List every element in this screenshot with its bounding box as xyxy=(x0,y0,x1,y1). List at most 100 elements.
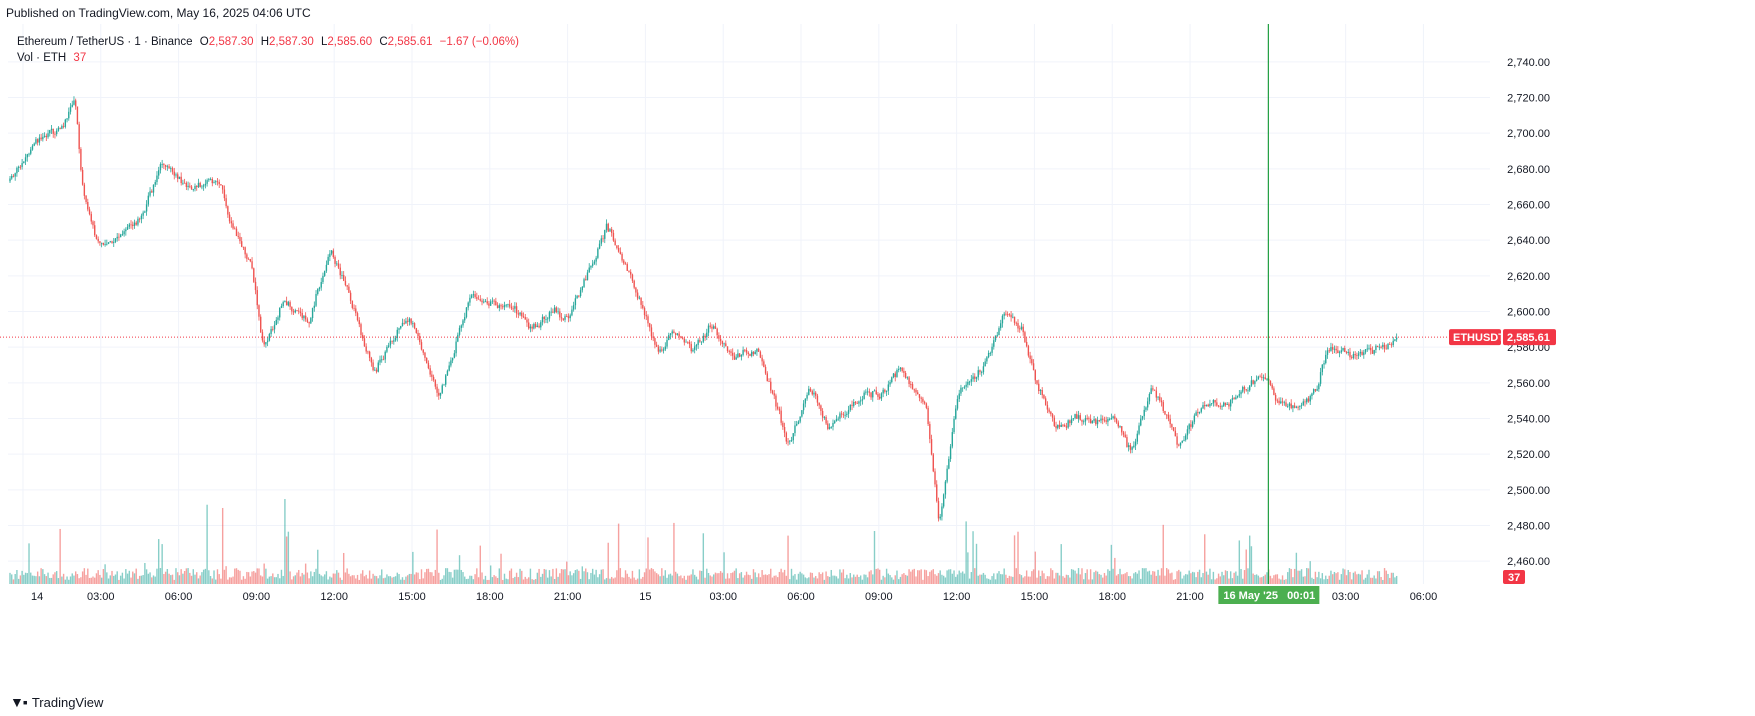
candle-body xyxy=(265,342,267,345)
volume-bar xyxy=(1368,569,1370,584)
volume-bar xyxy=(386,574,388,584)
volume-bar xyxy=(820,574,822,584)
volume-bar xyxy=(818,572,820,584)
candle-body xyxy=(865,391,867,393)
volume-bar xyxy=(949,569,952,584)
volume-bar xyxy=(325,571,328,584)
volume-bar xyxy=(510,568,513,584)
candle-body xyxy=(128,224,131,227)
volume-bar xyxy=(768,574,770,584)
candle-body xyxy=(9,178,11,182)
volume-bar xyxy=(543,568,545,584)
volume-bar xyxy=(590,572,592,584)
volume-bar xyxy=(1297,570,1299,584)
chart-area[interactable]: 2,740.00 2,720.00 2,700.00 2,680.00 2,660.00… xyxy=(0,24,1755,694)
volume-bar xyxy=(939,570,941,584)
candle-body xyxy=(36,139,39,143)
volume-bar xyxy=(185,568,188,584)
candle-body xyxy=(942,494,945,507)
candle-body xyxy=(1110,417,1113,420)
candle-body xyxy=(470,295,473,298)
volume-bar xyxy=(294,575,296,584)
volume-bar xyxy=(368,570,371,584)
candle-body xyxy=(386,346,388,352)
price-chart[interactable]: 2,740.002,720.002,700.002,680.002,660.00… xyxy=(0,24,1755,694)
candle-body xyxy=(1169,418,1171,425)
candle-body xyxy=(602,238,604,240)
volume-bar xyxy=(164,571,167,584)
volume-bar xyxy=(258,568,260,584)
candle-body xyxy=(735,357,737,360)
candle-body xyxy=(481,300,483,303)
volume-bar xyxy=(1008,575,1011,584)
volume-bar xyxy=(360,573,362,584)
volume-bar xyxy=(374,575,376,584)
candle-body xyxy=(1038,383,1040,391)
volume-bar xyxy=(827,576,829,584)
candle-body xyxy=(922,398,924,402)
candle-body xyxy=(1160,400,1163,403)
candle-body xyxy=(1081,419,1083,422)
volume-bar xyxy=(177,572,179,584)
price-axis[interactable]: 2,740.002,720.002,700.002,680.002,660.00… xyxy=(1507,57,1550,568)
candle-body xyxy=(1155,390,1158,398)
candle-body xyxy=(1257,376,1260,380)
candle-body xyxy=(737,353,739,358)
volume-bar xyxy=(161,544,163,584)
volume-bar xyxy=(1285,579,1287,584)
volume-bar xyxy=(218,574,220,584)
candle-body xyxy=(891,377,893,383)
candle-body xyxy=(138,218,141,220)
volume-bar xyxy=(1041,570,1043,584)
candle-body xyxy=(374,369,376,371)
candle-body xyxy=(1248,385,1251,391)
volume-bar xyxy=(1200,577,1202,584)
candle-body xyxy=(906,377,909,379)
volume-bar xyxy=(99,574,101,584)
candle-body xyxy=(1012,316,1014,318)
candle-body xyxy=(1103,419,1106,421)
volume-bar xyxy=(941,574,943,584)
candle-body xyxy=(571,309,573,316)
candle-body xyxy=(745,350,748,353)
volume-bar xyxy=(808,577,810,584)
volume-bar xyxy=(929,571,931,584)
candle-body xyxy=(1214,400,1216,403)
candle-body xyxy=(1171,424,1173,428)
volume-label[interactable]: Vol · ETH xyxy=(17,52,67,64)
candle-body xyxy=(846,413,848,415)
candle-body xyxy=(57,127,60,131)
volume-bar xyxy=(1159,575,1161,584)
candle-body xyxy=(126,226,129,230)
tradingview-logo[interactable]: ▼▪ TradingView xyxy=(10,694,103,710)
volume-bar xyxy=(1020,575,1023,584)
volume-bar xyxy=(476,568,478,584)
price-tick-label: 2,520.00 xyxy=(1507,449,1550,461)
candle-body xyxy=(137,218,139,225)
candle-body xyxy=(1076,414,1078,419)
volume-bar xyxy=(69,576,72,584)
candle-body xyxy=(955,408,957,419)
candle-body xyxy=(1063,425,1066,427)
volume-bar xyxy=(624,570,627,584)
volume-bar xyxy=(225,566,227,584)
candle-body xyxy=(616,245,618,248)
candle-body xyxy=(574,298,577,306)
candle-body xyxy=(1044,398,1047,405)
volume-bar xyxy=(71,573,73,584)
candle-body xyxy=(1235,397,1237,400)
candle-body xyxy=(655,344,658,347)
candle-body xyxy=(851,404,853,406)
candle-body xyxy=(642,304,644,309)
symbol-label[interactable]: Ethereum / TetherUS · 1 · Binance xyxy=(17,36,193,48)
candle-body xyxy=(849,404,851,410)
time-axis[interactable]: 14 03:00 06:00 09:00 12:00 15:00 18:00 21:00 15 0… xyxy=(31,591,1437,603)
volume-bar xyxy=(1117,574,1119,584)
volume-bar xyxy=(349,576,352,584)
candle-body xyxy=(626,264,628,271)
candle-body xyxy=(75,100,77,107)
candle-body xyxy=(1115,418,1118,423)
candle-body xyxy=(820,405,822,411)
candle-body xyxy=(337,263,340,268)
volume-bar xyxy=(591,568,594,584)
